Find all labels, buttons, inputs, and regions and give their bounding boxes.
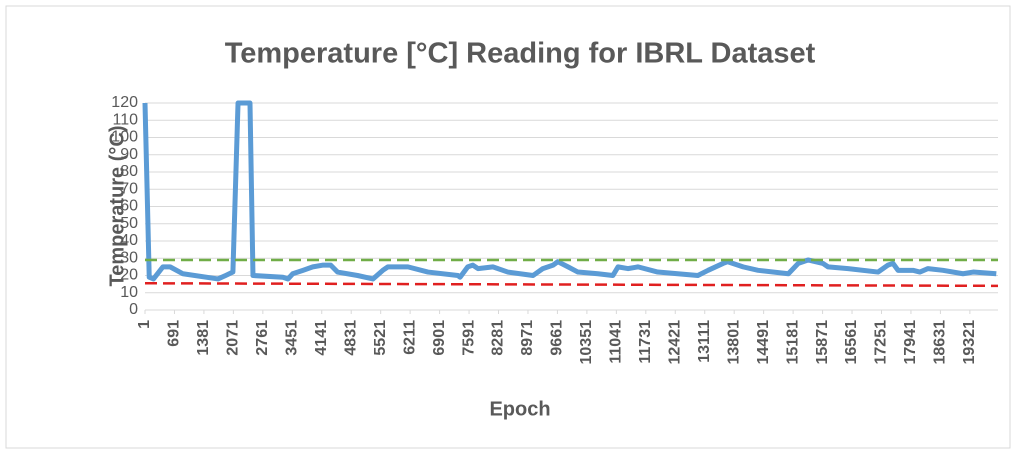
x-tick-label: 15871 [814,320,831,365]
y-tick-label: 10 [120,284,138,301]
x-tick-label: 16561 [843,320,860,365]
y-tick-label: 60 [120,198,138,215]
y-tick-label: 30 [120,249,138,266]
y-tick-label: 40 [120,232,138,249]
x-tick-label: 8971 [519,320,536,356]
data-line [142,100,997,282]
x-tick-label: 8281 [490,320,507,356]
x-tick-label: 4831 [342,320,359,356]
x-tick-label: 15181 [784,320,801,365]
y-tick-label: 70 [120,180,138,197]
y-tick-label: 120 [111,94,138,111]
x-tick-label: 4141 [313,320,330,356]
x-tick-label: 5521 [372,320,389,356]
x-tick-label: 14491 [755,320,772,365]
x-axis-label: Epoch [489,398,550,420]
x-tick-label: 2071 [225,320,242,356]
reference-line [144,282,999,288]
x-tick-label: 2761 [254,320,271,356]
x-tick-label: 13111 [696,320,713,363]
x-tick-label: 9661 [549,320,566,356]
y-tick-label: 20 [120,267,138,284]
x-tick-label: 7591 [460,320,477,356]
x-tick-label: 19321 [961,320,978,365]
chart-border [5,5,1011,449]
x-tick-label: 6211 [401,320,418,355]
y-tick-label: 80 [120,163,138,180]
x-tick-label: 1 [136,320,153,329]
y-tick-label: 90 [120,146,138,163]
x-tick-label: 17941 [902,320,919,365]
y-axis-label: Temperature (°C) [106,126,128,287]
x-tick-label: 691 [166,320,183,347]
x-tick-label: 17251 [873,320,890,365]
x-tick-label: 13801 [725,320,742,365]
x-tick-label: 6901 [431,320,448,356]
x-tick-label: 18631 [932,320,949,365]
x-tick-label: 11731 [637,320,654,364]
y-tick-label: 110 [112,111,138,128]
chart-title: Temperature [°C] Reading for IBRL Datase… [225,38,816,70]
y-tick-label: 0 [129,301,138,318]
x-tick-label: 3451 [284,320,301,356]
x-tick-label: 12421 [666,320,683,365]
x-tick-label: 11041 [608,320,625,364]
x-tick-label: 10351 [578,320,595,365]
y-tick-label: 50 [120,215,138,232]
y-tick-label: 100 [111,129,138,146]
x-tick-label: 1381 [195,320,212,356]
